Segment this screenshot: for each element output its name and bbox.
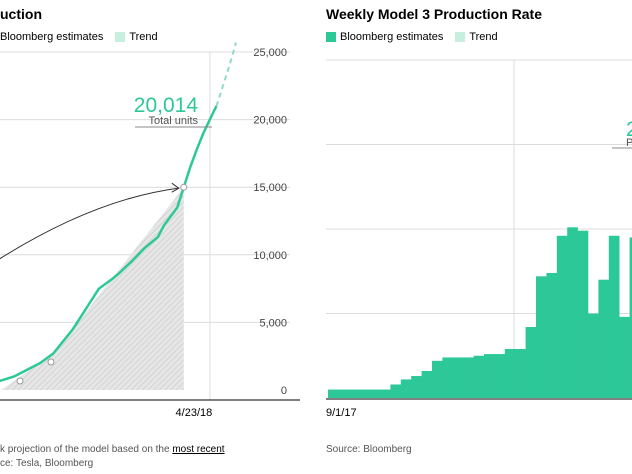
right-bar xyxy=(598,279,610,398)
left-chart-panel: uction Bloomberg estimates Trend 20,014 T… xyxy=(0,0,300,474)
right-bar xyxy=(328,389,339,398)
right-bar xyxy=(380,389,391,398)
right-bar xyxy=(463,357,474,398)
right-bar xyxy=(442,357,454,398)
series-bloomberg-estimates-line xyxy=(0,105,218,383)
right-bar xyxy=(369,389,381,398)
left-y-tick-label: 20,000 xyxy=(253,115,287,127)
right-bar xyxy=(348,389,360,398)
left-y-tick-label: 10,000 xyxy=(253,250,287,262)
right-bar xyxy=(608,235,620,398)
left-legend-estimates: Bloomberg estimates xyxy=(0,31,103,43)
right-bar xyxy=(629,237,632,398)
right-bar xyxy=(338,389,350,398)
left-source: ce: Tesla, Bloomberg xyxy=(0,458,94,469)
right-legend-estimates: Bloomberg estimates xyxy=(326,31,443,43)
left-data-point xyxy=(16,377,24,385)
right-bar xyxy=(619,316,630,398)
right-bar xyxy=(473,355,485,398)
right-legend-trend-label: Trend xyxy=(469,31,498,43)
right-bar xyxy=(411,376,422,398)
right-source: Source: Bloomberg xyxy=(326,444,412,455)
left-footnote-text: k projection of the model based on the xyxy=(0,444,173,455)
annotation-arrowhead xyxy=(171,182,180,193)
right-bar xyxy=(515,348,526,398)
right-callout-fragment: 2 xyxy=(626,118,632,141)
left-legend-estimates-label: Bloomberg estimates xyxy=(0,31,104,43)
right-callout-label-fragment: P xyxy=(626,137,632,149)
total-units-value: 20,014 xyxy=(134,94,199,117)
right-bar xyxy=(484,354,495,398)
right-chart-svg: 9/1/17 2P xyxy=(326,59,632,419)
left-legend-trend: Trend xyxy=(115,31,158,43)
right-bar xyxy=(494,354,506,398)
estimate-swatch xyxy=(326,32,336,42)
series-trend-line xyxy=(215,42,237,107)
left-chart-title: uction xyxy=(0,6,42,22)
trend-swatch-right xyxy=(455,32,466,42)
annotation-arrow xyxy=(0,187,178,260)
left-data-point xyxy=(180,183,188,191)
right-bar xyxy=(504,348,516,398)
left-y-tick-label: 25,000 xyxy=(253,47,287,59)
right-bar xyxy=(588,313,599,398)
right-bar xyxy=(421,370,433,398)
left-shaded-region xyxy=(1,187,184,390)
right-legend-estimates-label: Bloomberg estimates xyxy=(340,31,444,43)
left-data-point xyxy=(47,358,55,366)
left-legend-trend-label: Trend xyxy=(129,31,158,43)
right-bar xyxy=(525,327,537,398)
right-x-tick-label: 9/1/17 xyxy=(326,407,357,419)
right-bar xyxy=(390,384,402,398)
trend-swatch xyxy=(115,32,126,42)
left-y-tick-label: 15,000 xyxy=(253,182,287,194)
right-bar xyxy=(359,389,370,398)
right-bar xyxy=(577,230,589,398)
right-bar xyxy=(546,272,558,398)
right-bar xyxy=(536,276,547,398)
left-y-tick-label: 0 xyxy=(281,385,287,397)
right-bar xyxy=(567,227,578,398)
right-chart-title: Weekly Model 3 Production Rate xyxy=(326,6,543,22)
left-footnote: k projection of the model based on the m… xyxy=(0,444,225,455)
total-units-label: Total units xyxy=(148,115,198,127)
right-bar xyxy=(432,360,443,398)
left-legend: Bloomberg estimates Trend xyxy=(0,31,170,43)
left-footnote-link[interactable]: most recent xyxy=(172,444,225,455)
right-bar xyxy=(452,357,464,398)
left-y-tick-label: 5,000 xyxy=(259,317,287,329)
right-bar xyxy=(400,379,412,398)
right-legend-trend: Trend xyxy=(455,31,498,43)
right-bar xyxy=(556,235,568,398)
right-legend: Bloomberg estimates Trend xyxy=(326,31,510,43)
left-x-tick-label: 4/23/18 xyxy=(176,407,213,419)
right-chart-panel: Weekly Model 3 Production Rate Bloomberg… xyxy=(326,0,632,474)
